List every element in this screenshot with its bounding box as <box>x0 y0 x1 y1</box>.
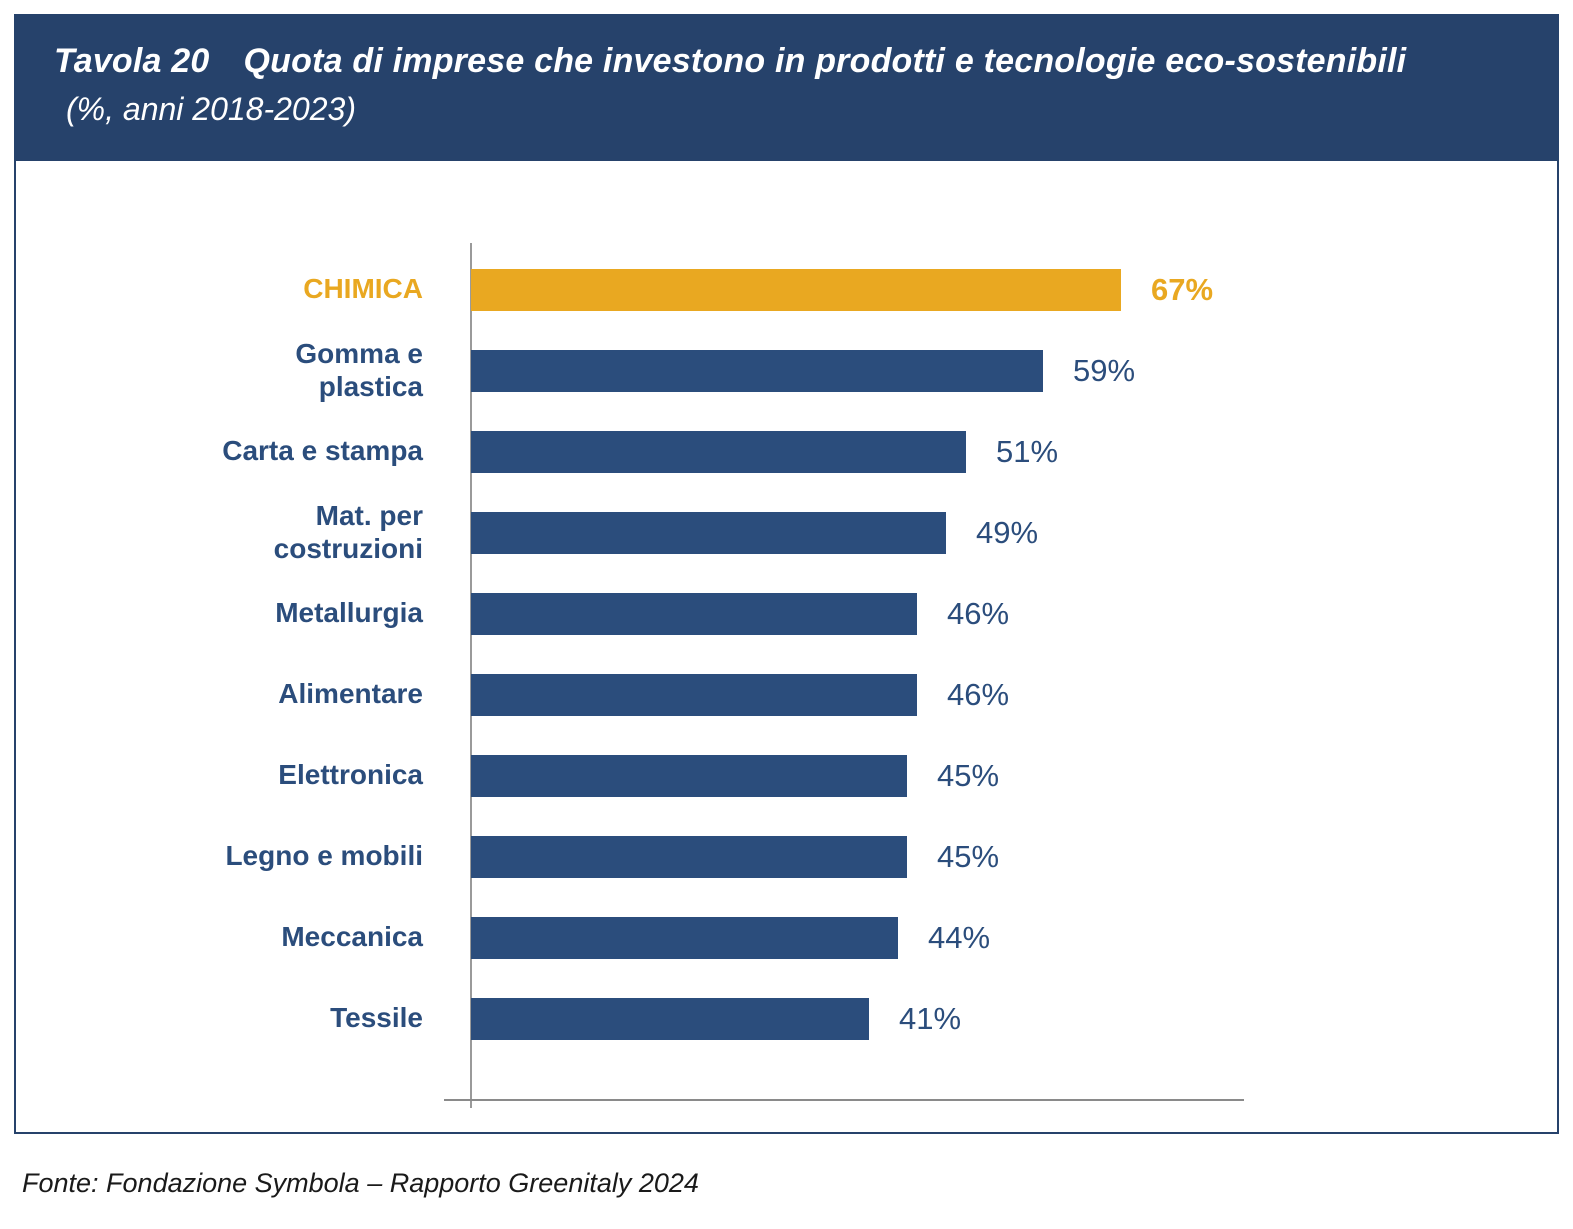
bar <box>471 349 1043 392</box>
category-label: Alimentare <box>16 678 471 710</box>
bar <box>471 268 1121 311</box>
bar-area: 59% <box>471 330 1135 411</box>
value-label: 67% <box>1151 271 1214 307</box>
value-label: 46% <box>947 676 1010 712</box>
source-note: Fonte: Fondazione Symbola – Rapporto Gre… <box>22 1168 699 1198</box>
chart-subtitle: (%, anni 2018-2023) <box>66 91 356 127</box>
category-label: Tessile <box>16 1002 471 1034</box>
category-label-text: Meccanica <box>281 921 423 953</box>
value-label: 49% <box>976 514 1039 550</box>
value-label: 44% <box>928 919 991 955</box>
value-label: 51% <box>996 433 1059 469</box>
chart-row: Elettronica 45% <box>16 735 1557 816</box>
category-label-text: Tessile <box>330 1002 423 1034</box>
chart-row: CHIMICA 67% <box>16 249 1557 330</box>
bar-chart-rows: CHIMICA 67% Gomma e plastica 59% Carta e sta… <box>16 249 1557 1059</box>
chart-row: Metallurgia 46% <box>16 573 1557 654</box>
category-label: Mat. per costruzioni <box>16 500 471 564</box>
chart-row: Meccanica 44% <box>16 897 1557 978</box>
bar <box>471 673 917 716</box>
bar <box>471 997 869 1040</box>
chart-row: Tessile 41% <box>16 978 1557 1059</box>
table-number: Tavola 20 <box>54 42 210 80</box>
chart-row: Legno e mobili 45% <box>16 816 1557 897</box>
bar <box>471 916 898 959</box>
bar-chart: CHIMICA 67% Gomma e plastica 59% Carta e sta… <box>16 161 1557 1130</box>
category-label: CHIMICA <box>16 273 471 305</box>
value-label: 45% <box>937 838 1000 874</box>
bar-area: 49% <box>471 492 1038 573</box>
value-label: 41% <box>899 1000 962 1036</box>
bar-area: 41% <box>471 978 961 1059</box>
chart-panel: Tavola 20 Quota di imprese che investono … <box>14 14 1559 1134</box>
category-label: Legno e mobili <box>16 840 471 872</box>
category-label-text: Metallurgia <box>275 597 423 629</box>
chart-title-line: Tavola 20 Quota di imprese che investono … <box>54 42 1517 81</box>
x-axis-line <box>444 1099 1244 1101</box>
bar <box>471 511 946 554</box>
bar-area: 51% <box>471 411 1058 492</box>
chart-header: Tavola 20 Quota di imprese che investono … <box>16 16 1557 161</box>
bar <box>471 430 966 473</box>
bar <box>471 835 907 878</box>
bar-area: 45% <box>471 816 999 897</box>
category-label-text: Legno e mobili <box>225 840 423 872</box>
bar-area: 46% <box>471 654 1009 735</box>
category-label-text: CHIMICA <box>303 273 423 305</box>
category-label: Carta e stampa <box>16 435 471 467</box>
category-label-text: Gomma e plastica <box>295 338 423 402</box>
bar-area: 67% <box>471 249 1213 330</box>
category-label: Gomma e plastica <box>16 338 471 402</box>
bar-area: 44% <box>471 897 990 978</box>
category-label: Metallurgia <box>16 597 471 629</box>
chart-row: Mat. per costruzioni 49% <box>16 492 1557 573</box>
chart-row: Alimentare 46% <box>16 654 1557 735</box>
bar <box>471 754 907 797</box>
value-label: 45% <box>937 757 1000 793</box>
chart-title: Quota di imprese che investono in prodot… <box>243 42 1407 80</box>
chart-row: Carta e stampa 51% <box>16 411 1557 492</box>
category-label: Elettronica <box>16 759 471 791</box>
value-label: 46% <box>947 595 1010 631</box>
category-label: Meccanica <box>16 921 471 953</box>
category-label-text: Mat. per costruzioni <box>273 500 423 564</box>
bar-area: 45% <box>471 735 999 816</box>
category-label-text: Elettronica <box>278 759 423 791</box>
bar-area: 46% <box>471 573 1009 654</box>
value-label: 59% <box>1073 352 1136 388</box>
category-label-text: Alimentare <box>278 678 423 710</box>
category-label-text: Carta e stampa <box>222 435 423 467</box>
bar <box>471 592 917 635</box>
chart-row: Gomma e plastica 59% <box>16 330 1557 411</box>
